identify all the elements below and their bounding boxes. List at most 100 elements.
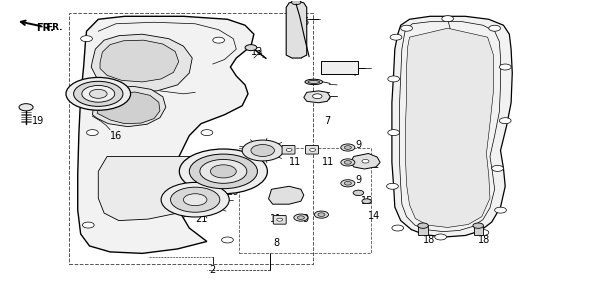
Bar (239, 147, 371, 253)
Ellipse shape (305, 79, 323, 85)
Circle shape (189, 154, 257, 189)
Circle shape (341, 180, 355, 187)
Polygon shape (100, 40, 179, 82)
Circle shape (314, 211, 329, 218)
Circle shape (313, 94, 322, 99)
Polygon shape (268, 186, 304, 204)
Circle shape (353, 190, 363, 196)
Circle shape (318, 213, 325, 216)
Text: 9: 9 (355, 175, 362, 185)
Circle shape (245, 45, 257, 51)
Text: 13: 13 (251, 47, 263, 57)
Polygon shape (304, 91, 330, 103)
Circle shape (242, 140, 283, 161)
Text: 15: 15 (360, 196, 373, 206)
Circle shape (294, 214, 308, 221)
Circle shape (213, 37, 225, 43)
Circle shape (442, 16, 454, 22)
Polygon shape (97, 92, 160, 124)
Circle shape (179, 149, 267, 194)
Polygon shape (392, 16, 512, 237)
Circle shape (211, 165, 236, 178)
Circle shape (87, 130, 99, 135)
Circle shape (222, 237, 233, 243)
Circle shape (499, 64, 511, 70)
Circle shape (82, 85, 114, 102)
Circle shape (392, 225, 404, 231)
Bar (69, 13, 313, 264)
Text: 18: 18 (423, 235, 435, 245)
Polygon shape (93, 86, 166, 127)
Polygon shape (91, 34, 192, 92)
Circle shape (83, 222, 94, 228)
Circle shape (499, 118, 511, 124)
Text: 6: 6 (303, 17, 309, 27)
Circle shape (183, 194, 207, 206)
Circle shape (473, 223, 483, 228)
Text: 21: 21 (195, 214, 207, 224)
Circle shape (341, 144, 355, 151)
Polygon shape (474, 226, 483, 235)
Text: 16: 16 (110, 131, 122, 141)
Circle shape (90, 89, 107, 98)
Text: 9: 9 (303, 214, 309, 224)
Polygon shape (78, 16, 254, 253)
Circle shape (362, 199, 371, 203)
Circle shape (494, 207, 506, 213)
Circle shape (390, 34, 402, 40)
Text: 20: 20 (226, 187, 238, 197)
Text: 2: 2 (209, 265, 216, 275)
Circle shape (81, 36, 93, 42)
Circle shape (491, 166, 503, 171)
Circle shape (171, 187, 220, 212)
Bar (322, 61, 358, 74)
Text: 7: 7 (324, 116, 330, 126)
Text: 12: 12 (368, 160, 381, 170)
Circle shape (161, 182, 230, 217)
Polygon shape (351, 154, 380, 169)
Text: 10: 10 (273, 190, 285, 200)
Ellipse shape (308, 80, 320, 83)
Circle shape (418, 223, 428, 228)
Text: 5: 5 (324, 92, 330, 102)
Polygon shape (405, 28, 493, 228)
Text: 11: 11 (270, 214, 283, 224)
Circle shape (388, 130, 399, 135)
Text: 19: 19 (32, 116, 44, 126)
Polygon shape (286, 2, 307, 58)
Text: 18: 18 (478, 235, 490, 245)
Circle shape (66, 77, 130, 110)
FancyBboxPatch shape (273, 216, 286, 224)
Circle shape (345, 161, 352, 164)
Circle shape (277, 218, 283, 221)
Text: 9: 9 (355, 140, 362, 150)
FancyBboxPatch shape (306, 145, 319, 154)
Text: 17: 17 (251, 157, 263, 167)
FancyBboxPatch shape (282, 145, 295, 154)
Text: 11: 11 (289, 157, 301, 167)
Polygon shape (99, 157, 225, 221)
Circle shape (310, 148, 316, 151)
Text: 8: 8 (273, 238, 279, 248)
Circle shape (19, 104, 33, 111)
Text: FR.: FR. (37, 23, 54, 33)
Circle shape (286, 148, 292, 151)
Text: 11: 11 (322, 157, 335, 167)
Circle shape (388, 76, 399, 82)
Circle shape (251, 144, 274, 157)
Text: 4: 4 (350, 68, 357, 78)
Circle shape (297, 216, 304, 219)
Text: 3: 3 (451, 47, 457, 57)
Text: 14: 14 (368, 211, 381, 221)
Circle shape (341, 159, 355, 166)
Circle shape (291, 0, 301, 5)
Circle shape (345, 146, 352, 149)
Text: FR.: FR. (47, 23, 63, 32)
Circle shape (74, 81, 123, 106)
Circle shape (386, 183, 398, 189)
Circle shape (477, 230, 489, 235)
Circle shape (200, 160, 247, 183)
Circle shape (362, 160, 369, 163)
Circle shape (401, 25, 412, 31)
Circle shape (435, 234, 447, 240)
